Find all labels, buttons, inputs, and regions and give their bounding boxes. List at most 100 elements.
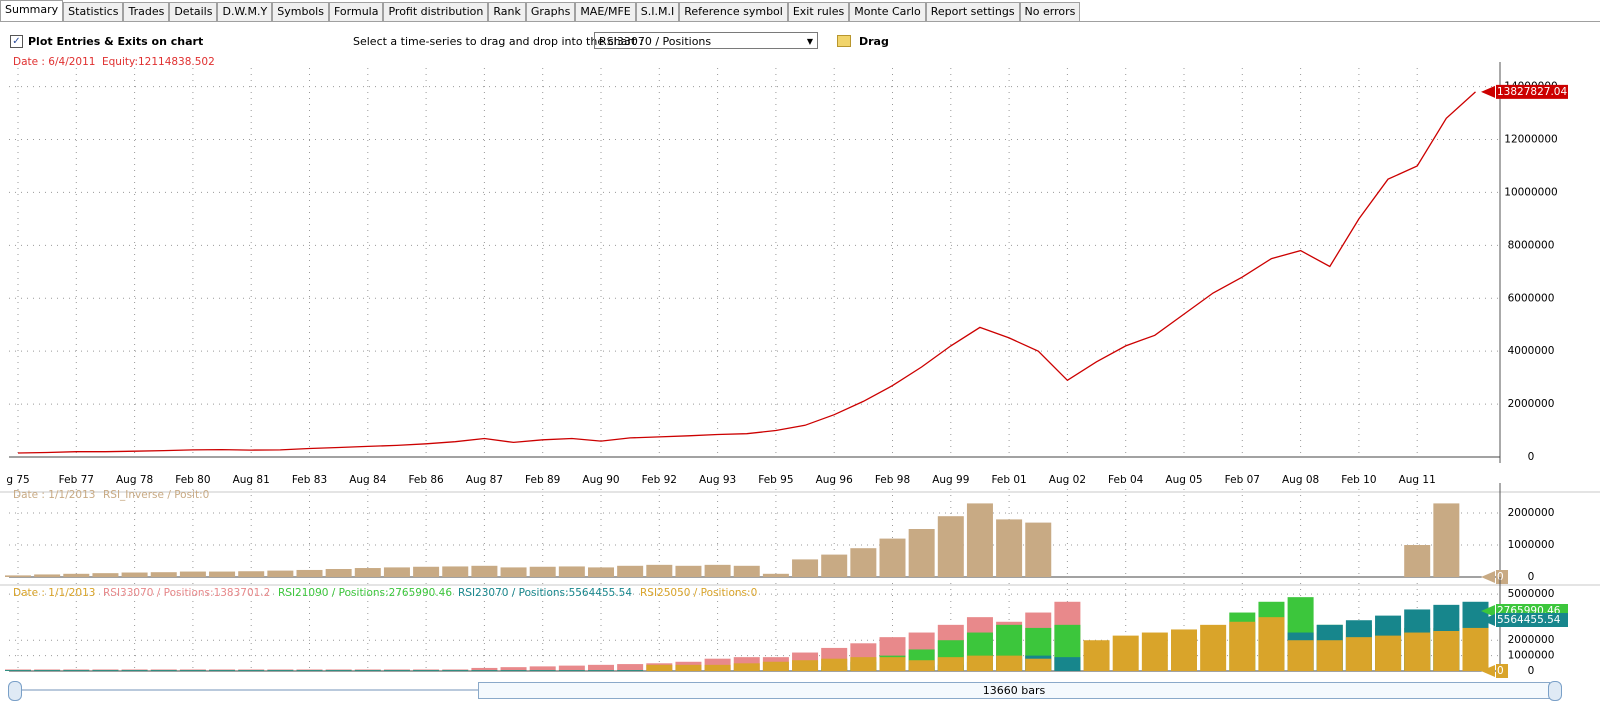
tab[interactable]: Reference symbol xyxy=(679,2,788,21)
tab[interactable]: Formula xyxy=(328,2,384,21)
bar xyxy=(471,667,498,671)
checkbox[interactable]: ✓ xyxy=(10,35,23,48)
legend-label: RSI_Inverse / Posit:0 xyxy=(103,489,209,501)
bar xyxy=(442,566,469,577)
tab[interactable]: Symbols xyxy=(272,2,329,21)
x-tick-label: Feb 86 xyxy=(408,474,444,486)
x-tick-label: Feb 04 xyxy=(1108,474,1144,486)
x-tick-label: Feb 89 xyxy=(525,474,560,486)
tab[interactable]: S.I.M.I xyxy=(635,2,680,21)
end-label: 13827827.04 xyxy=(1497,86,1567,98)
bar xyxy=(92,573,119,577)
scroll-right-knob[interactable] xyxy=(1548,681,1562,701)
bar xyxy=(850,657,877,671)
bar xyxy=(646,564,673,577)
end-label-box xyxy=(1496,613,1568,627)
date-label: Date : 1/1/2013 xyxy=(13,489,95,501)
bar xyxy=(529,566,556,577)
y-tick-label: 6000000 xyxy=(1508,292,1555,304)
bar xyxy=(966,503,993,577)
bar xyxy=(850,548,877,577)
bar xyxy=(1404,632,1431,671)
legend-label: RSI33070 / Positions:1383701.2 xyxy=(103,587,270,599)
bar xyxy=(296,670,323,671)
tab[interactable]: Graphs xyxy=(525,2,576,21)
y-tick-label: 2000000 xyxy=(1508,507,1555,519)
scrollbar: 13660 bars xyxy=(0,681,1600,701)
x-tick-label: Aug 99 xyxy=(932,474,969,486)
end-arrow xyxy=(1481,614,1495,626)
bar xyxy=(238,670,265,671)
x-tick-label: Aug 87 xyxy=(466,474,503,486)
bar xyxy=(646,664,673,671)
tab[interactable]: Profit distribution xyxy=(383,2,489,21)
bar xyxy=(617,565,644,577)
x-tick-label: Feb 95 xyxy=(758,474,793,486)
x-tick-label: Aug 02 xyxy=(1049,474,1086,486)
drag-button[interactable]: Drag xyxy=(859,35,889,48)
tab[interactable]: Monte Carlo xyxy=(849,2,926,21)
date-label: Date : 6/4/2011 xyxy=(13,56,95,68)
bar xyxy=(500,667,527,671)
tab[interactable]: Summary xyxy=(0,0,64,21)
scroll-thumb[interactable]: 13660 bars xyxy=(478,682,1550,699)
bar xyxy=(529,666,556,671)
tab[interactable]: Report settings xyxy=(925,2,1020,21)
bar xyxy=(1375,635,1402,671)
legend-label: RSI25050 / Positions:0 xyxy=(640,587,757,599)
bar xyxy=(1025,522,1052,577)
bar xyxy=(471,565,498,577)
bar xyxy=(937,657,964,671)
bar xyxy=(908,660,935,671)
x-tick-label: Aug 05 xyxy=(1165,474,1202,486)
bar xyxy=(617,664,644,671)
bar xyxy=(179,571,206,577)
bar xyxy=(792,559,819,577)
end-arrow xyxy=(1481,605,1495,617)
end-arrow xyxy=(1481,85,1495,98)
bar xyxy=(121,670,148,671)
bar xyxy=(150,572,177,577)
tab[interactable]: No errors xyxy=(1019,2,1081,21)
equity-line xyxy=(17,91,1476,454)
tab[interactable]: Details xyxy=(169,2,218,21)
bar xyxy=(1200,624,1227,671)
bar xyxy=(179,670,206,671)
bar xyxy=(1433,503,1460,577)
drag-icon[interactable] xyxy=(837,35,851,47)
end-label: 5564455.54 xyxy=(1497,614,1561,626)
x-tick-label: Feb 01 xyxy=(991,474,1026,486)
tab[interactable]: Statistics xyxy=(63,2,124,21)
end-label-box xyxy=(1496,84,1568,99)
bar xyxy=(588,664,614,671)
bar xyxy=(471,670,498,671)
bar xyxy=(209,670,236,671)
dropdown-arrow[interactable]: ▼ xyxy=(806,37,813,46)
tab[interactable]: MAE/MFE xyxy=(575,2,636,21)
x-tick-label: Aug 93 xyxy=(699,474,736,486)
bar xyxy=(558,670,585,671)
y-tick-label: 2000000 xyxy=(1508,634,1555,646)
x-tick-label: Feb 07 xyxy=(1225,474,1260,486)
scroll-left-knob[interactable] xyxy=(8,681,22,701)
series-select[interactable]: RSI33070 / Positions ▼ xyxy=(594,32,818,49)
bar xyxy=(325,569,352,577)
bar xyxy=(267,670,294,671)
end-arrow xyxy=(1481,665,1495,677)
tab[interactable]: Exit rules xyxy=(787,2,850,21)
bar xyxy=(5,670,31,671)
bar xyxy=(1404,545,1431,577)
checkbox-label[interactable]: Plot Entries & Exits on chart xyxy=(28,35,204,48)
bar xyxy=(500,670,527,671)
bar xyxy=(383,670,410,671)
tab[interactable]: D.W.M.Y xyxy=(217,2,273,21)
tab[interactable]: Rank xyxy=(488,2,526,21)
bar xyxy=(413,670,440,671)
y-tick-label: 1000000 xyxy=(1508,539,1555,551)
tab[interactable]: Trades xyxy=(123,2,170,21)
bar xyxy=(296,569,323,577)
bar xyxy=(34,574,61,577)
y-tick-label: 10000000 xyxy=(1504,186,1557,198)
y-tick-label: 5000000 xyxy=(1508,588,1555,600)
